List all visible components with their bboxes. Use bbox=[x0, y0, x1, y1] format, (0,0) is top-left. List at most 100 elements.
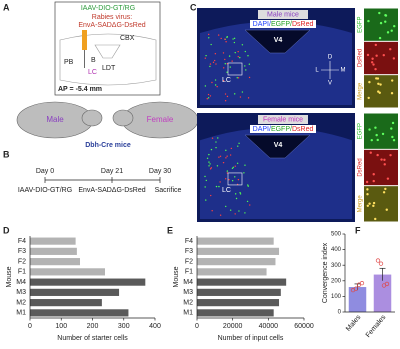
cell bbox=[390, 92, 394, 95]
title-box bbox=[258, 10, 308, 19]
bar bbox=[197, 278, 287, 286]
cell bbox=[233, 41, 236, 44]
bar bbox=[197, 299, 280, 307]
y-tick-label: M3 bbox=[183, 289, 193, 296]
y-tick-label: 100 bbox=[331, 294, 342, 300]
cell bbox=[216, 165, 219, 167]
cell bbox=[372, 173, 375, 176]
cell bbox=[234, 93, 236, 95]
cell bbox=[378, 11, 381, 15]
cell bbox=[204, 57, 207, 59]
cell bbox=[248, 76, 251, 79]
y-axis-title: Mouse bbox=[173, 266, 180, 287]
cell bbox=[243, 172, 245, 174]
cell bbox=[226, 71, 228, 73]
cell bbox=[224, 58, 226, 61]
cell bbox=[372, 63, 375, 66]
male-label: Male bbox=[46, 115, 64, 124]
stain-name: DAPI/ bbox=[253, 21, 271, 28]
bar bbox=[30, 299, 102, 307]
channel-label: EGFP bbox=[358, 123, 364, 139]
cell bbox=[205, 179, 208, 182]
female-label: Female bbox=[147, 115, 174, 124]
cell bbox=[249, 204, 251, 206]
atlas-box bbox=[54, 1, 161, 96]
cell bbox=[236, 162, 239, 164]
cell bbox=[237, 145, 239, 147]
brain-slice bbox=[200, 21, 352, 105]
cell bbox=[366, 188, 369, 191]
cell bbox=[226, 170, 229, 172]
cell bbox=[376, 77, 380, 80]
stain-box bbox=[250, 125, 316, 133]
cell bbox=[372, 201, 376, 205]
cell bbox=[374, 43, 378, 47]
cell bbox=[231, 167, 234, 170]
cell bbox=[225, 41, 227, 43]
bar bbox=[197, 309, 274, 317]
cell bbox=[368, 202, 371, 205]
cell bbox=[370, 61, 374, 64]
cell bbox=[206, 98, 208, 100]
stain-name: EGFP/ bbox=[271, 126, 292, 133]
cell bbox=[366, 193, 369, 196]
cell bbox=[231, 179, 234, 182]
group-title: Female mice bbox=[263, 116, 303, 123]
cell bbox=[208, 37, 210, 39]
cell bbox=[246, 184, 249, 186]
cell bbox=[237, 55, 239, 58]
channel-label: Merge bbox=[358, 195, 364, 213]
bar bbox=[30, 288, 120, 296]
cell bbox=[229, 209, 232, 211]
cell bbox=[391, 79, 394, 82]
cell bbox=[368, 128, 371, 131]
compass-label: M bbox=[341, 68, 346, 74]
cell bbox=[389, 48, 392, 51]
stain-legend: DAPI/EGFP/DsRed bbox=[253, 21, 314, 28]
cell bbox=[211, 137, 214, 139]
data-point bbox=[375, 258, 381, 263]
cell bbox=[222, 52, 225, 54]
panel-label: D bbox=[3, 225, 10, 235]
cell bbox=[206, 157, 209, 159]
cell bbox=[384, 20, 387, 23]
cell bbox=[207, 33, 210, 36]
cell bbox=[239, 56, 241, 59]
cell bbox=[375, 133, 378, 137]
cell bbox=[370, 138, 373, 142]
cell bbox=[229, 66, 231, 68]
cell bbox=[246, 200, 249, 203]
data-point bbox=[353, 286, 359, 291]
cell bbox=[212, 61, 215, 64]
x-axis-title: Number of starter cells bbox=[57, 335, 128, 342]
panel-label: B bbox=[3, 149, 10, 159]
cell bbox=[228, 179, 230, 181]
stain-name: DAPI/ bbox=[253, 126, 271, 133]
v4-label: V4 bbox=[274, 37, 283, 44]
cell bbox=[210, 148, 213, 151]
data-point bbox=[378, 261, 384, 266]
bar bbox=[30, 258, 80, 266]
y-tick-label: 500 bbox=[331, 232, 342, 238]
cell bbox=[379, 83, 382, 86]
cell bbox=[219, 181, 221, 183]
thumbnail bbox=[364, 149, 398, 186]
cell bbox=[219, 155, 222, 158]
cell bbox=[216, 85, 218, 88]
cell bbox=[375, 54, 378, 57]
cell bbox=[385, 208, 388, 211]
cell bbox=[237, 50, 239, 53]
cell bbox=[392, 139, 396, 142]
cell bbox=[245, 69, 247, 71]
cell bbox=[235, 197, 238, 200]
cell bbox=[226, 95, 229, 98]
syringe bbox=[82, 30, 87, 50]
lc-label: LC bbox=[222, 77, 231, 84]
brain-outline bbox=[59, 33, 157, 86]
cell bbox=[209, 63, 212, 65]
cell bbox=[231, 60, 233, 62]
cell bbox=[207, 97, 210, 99]
x-tick-label: 40000 bbox=[259, 323, 279, 330]
y-axis-title: Mouse bbox=[6, 266, 13, 287]
cell bbox=[386, 177, 390, 180]
